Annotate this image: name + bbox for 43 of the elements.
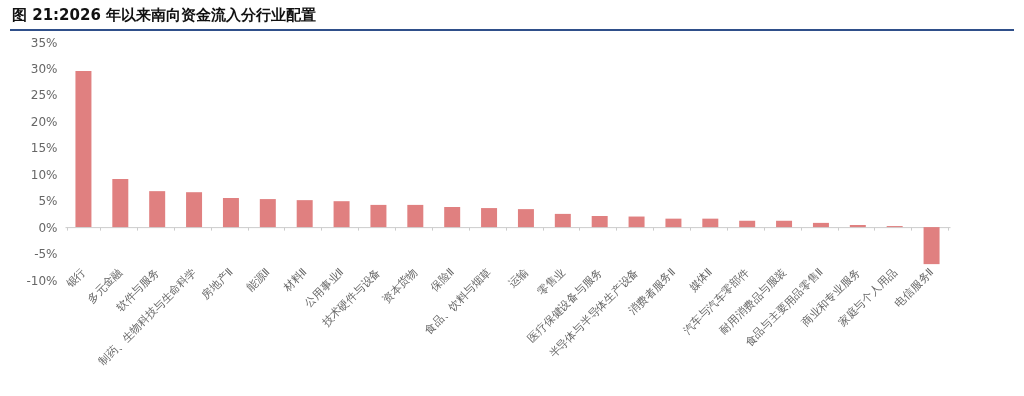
bar — [849, 225, 866, 228]
bar — [665, 218, 682, 228]
y-tick-label: 5% — [38, 194, 58, 209]
bar — [407, 204, 424, 228]
bar — [739, 220, 756, 228]
x-tick-label: 能源Ⅱ — [243, 265, 273, 295]
bar — [923, 227, 940, 265]
y-tick-label: 25% — [30, 88, 58, 103]
bar — [296, 200, 313, 228]
y-tick-label: -10% — [26, 273, 58, 288]
y-tick-label: -5% — [34, 247, 58, 262]
bar — [370, 204, 387, 228]
bar — [812, 222, 829, 228]
bar — [517, 209, 534, 228]
x-tick-label: 材料Ⅱ — [280, 265, 310, 295]
y-tick-label: 20% — [30, 114, 58, 129]
bar — [628, 216, 645, 228]
y-tick-label: 0% — [38, 220, 58, 235]
x-tick-label: 保险Ⅱ — [428, 265, 457, 295]
chart-title: 图 21:2026 年以来南向资金流入分行业配置 — [10, 4, 1014, 31]
x-tick-label: 资本货物 — [379, 265, 421, 306]
bar — [149, 191, 166, 228]
y-tick-label: 30% — [30, 61, 58, 76]
bar — [259, 199, 276, 228]
bar — [112, 178, 129, 228]
x-tick-label: 零售业 — [535, 265, 568, 299]
bar — [554, 213, 571, 228]
bar — [444, 207, 461, 228]
bar — [333, 201, 350, 228]
bar — [702, 218, 719, 228]
bar — [186, 192, 203, 228]
bar — [591, 216, 608, 228]
x-tick-label: 银行 — [62, 265, 89, 292]
bar — [75, 71, 92, 228]
y-tick-label: 35% — [30, 35, 58, 50]
y-tick-label: 10% — [30, 167, 58, 182]
bar — [776, 220, 793, 228]
bar — [481, 208, 498, 228]
x-tick-label: 运输 — [505, 265, 531, 291]
y-tick-label: 15% — [30, 141, 58, 156]
bar — [222, 198, 239, 228]
x-tick-label: 房地产Ⅱ — [199, 265, 236, 303]
x-tick-label: 媒体Ⅱ — [686, 265, 716, 295]
